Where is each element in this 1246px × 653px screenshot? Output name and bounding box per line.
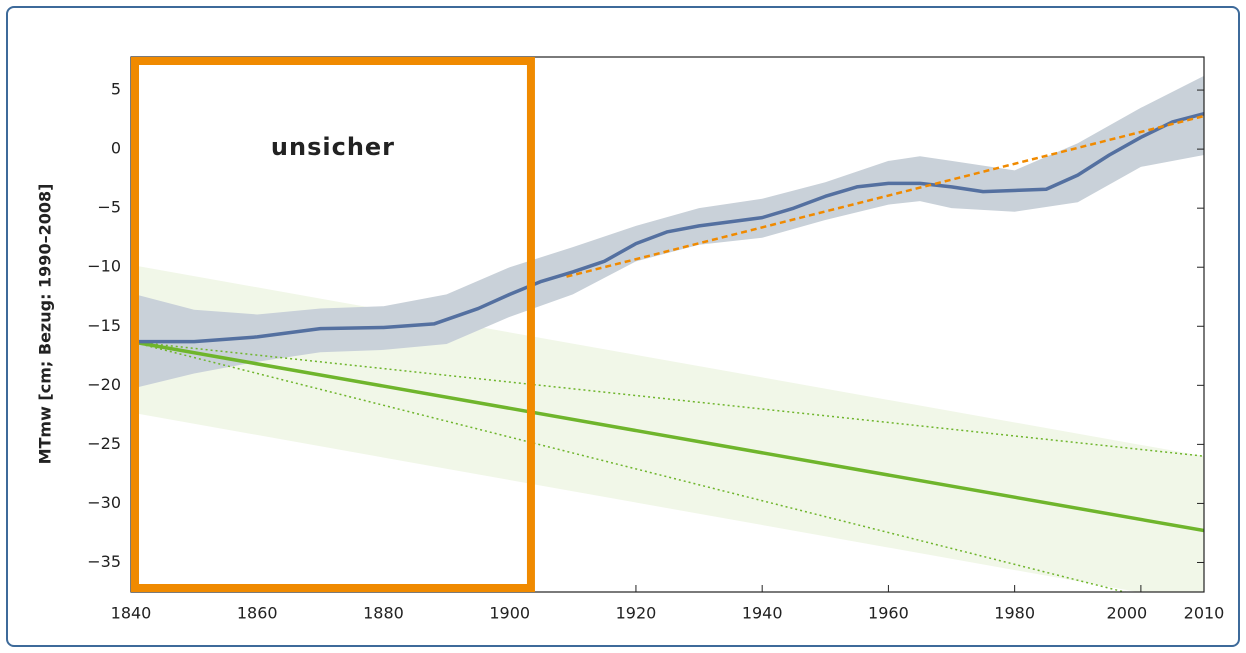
x-tick-label: 2010 <box>1184 604 1225 623</box>
overlay: 5 0 −5 −10 −15 −20 −25 −30 −35 1840 1860 1880 1900 19… <box>87 56 1225 623</box>
plot-area <box>131 75 1204 592</box>
y-tick-label: 0 <box>111 139 121 158</box>
y-tick-label: −5 <box>97 198 121 217</box>
x-tick-label: 2000 <box>1107 604 1148 623</box>
y-tick-label: −35 <box>87 552 121 571</box>
x-tick-label: 1920 <box>616 604 657 623</box>
line <box>131 111 1204 344</box>
y-tick-label: 5 <box>111 80 121 99</box>
y-tick-label: −30 <box>87 493 121 512</box>
y-tick-label: −20 <box>87 375 121 394</box>
uncertain-box <box>131 57 535 592</box>
x-tick-label: 1840 <box>111 604 152 623</box>
frame <box>6 6 1240 647</box>
x-tick-label: 1980 <box>994 604 1035 623</box>
line <box>131 339 1204 533</box>
x-tick-label: 1900 <box>489 604 530 623</box>
y-tick-label: −10 <box>87 257 121 276</box>
y-tick-label: −25 <box>87 434 121 453</box>
x-tick-label: 1940 <box>742 604 783 623</box>
x-tick-label: 1960 <box>868 604 909 623</box>
x-tick-label: 1860 <box>237 604 278 623</box>
y-axis-label: MTmw [cm; Bezug: 1990–2008] <box>36 184 55 465</box>
x-tick-label: 1880 <box>363 604 404 623</box>
y-tick-label: −15 <box>87 316 121 335</box>
annotation: unsicher <box>271 133 395 161</box>
